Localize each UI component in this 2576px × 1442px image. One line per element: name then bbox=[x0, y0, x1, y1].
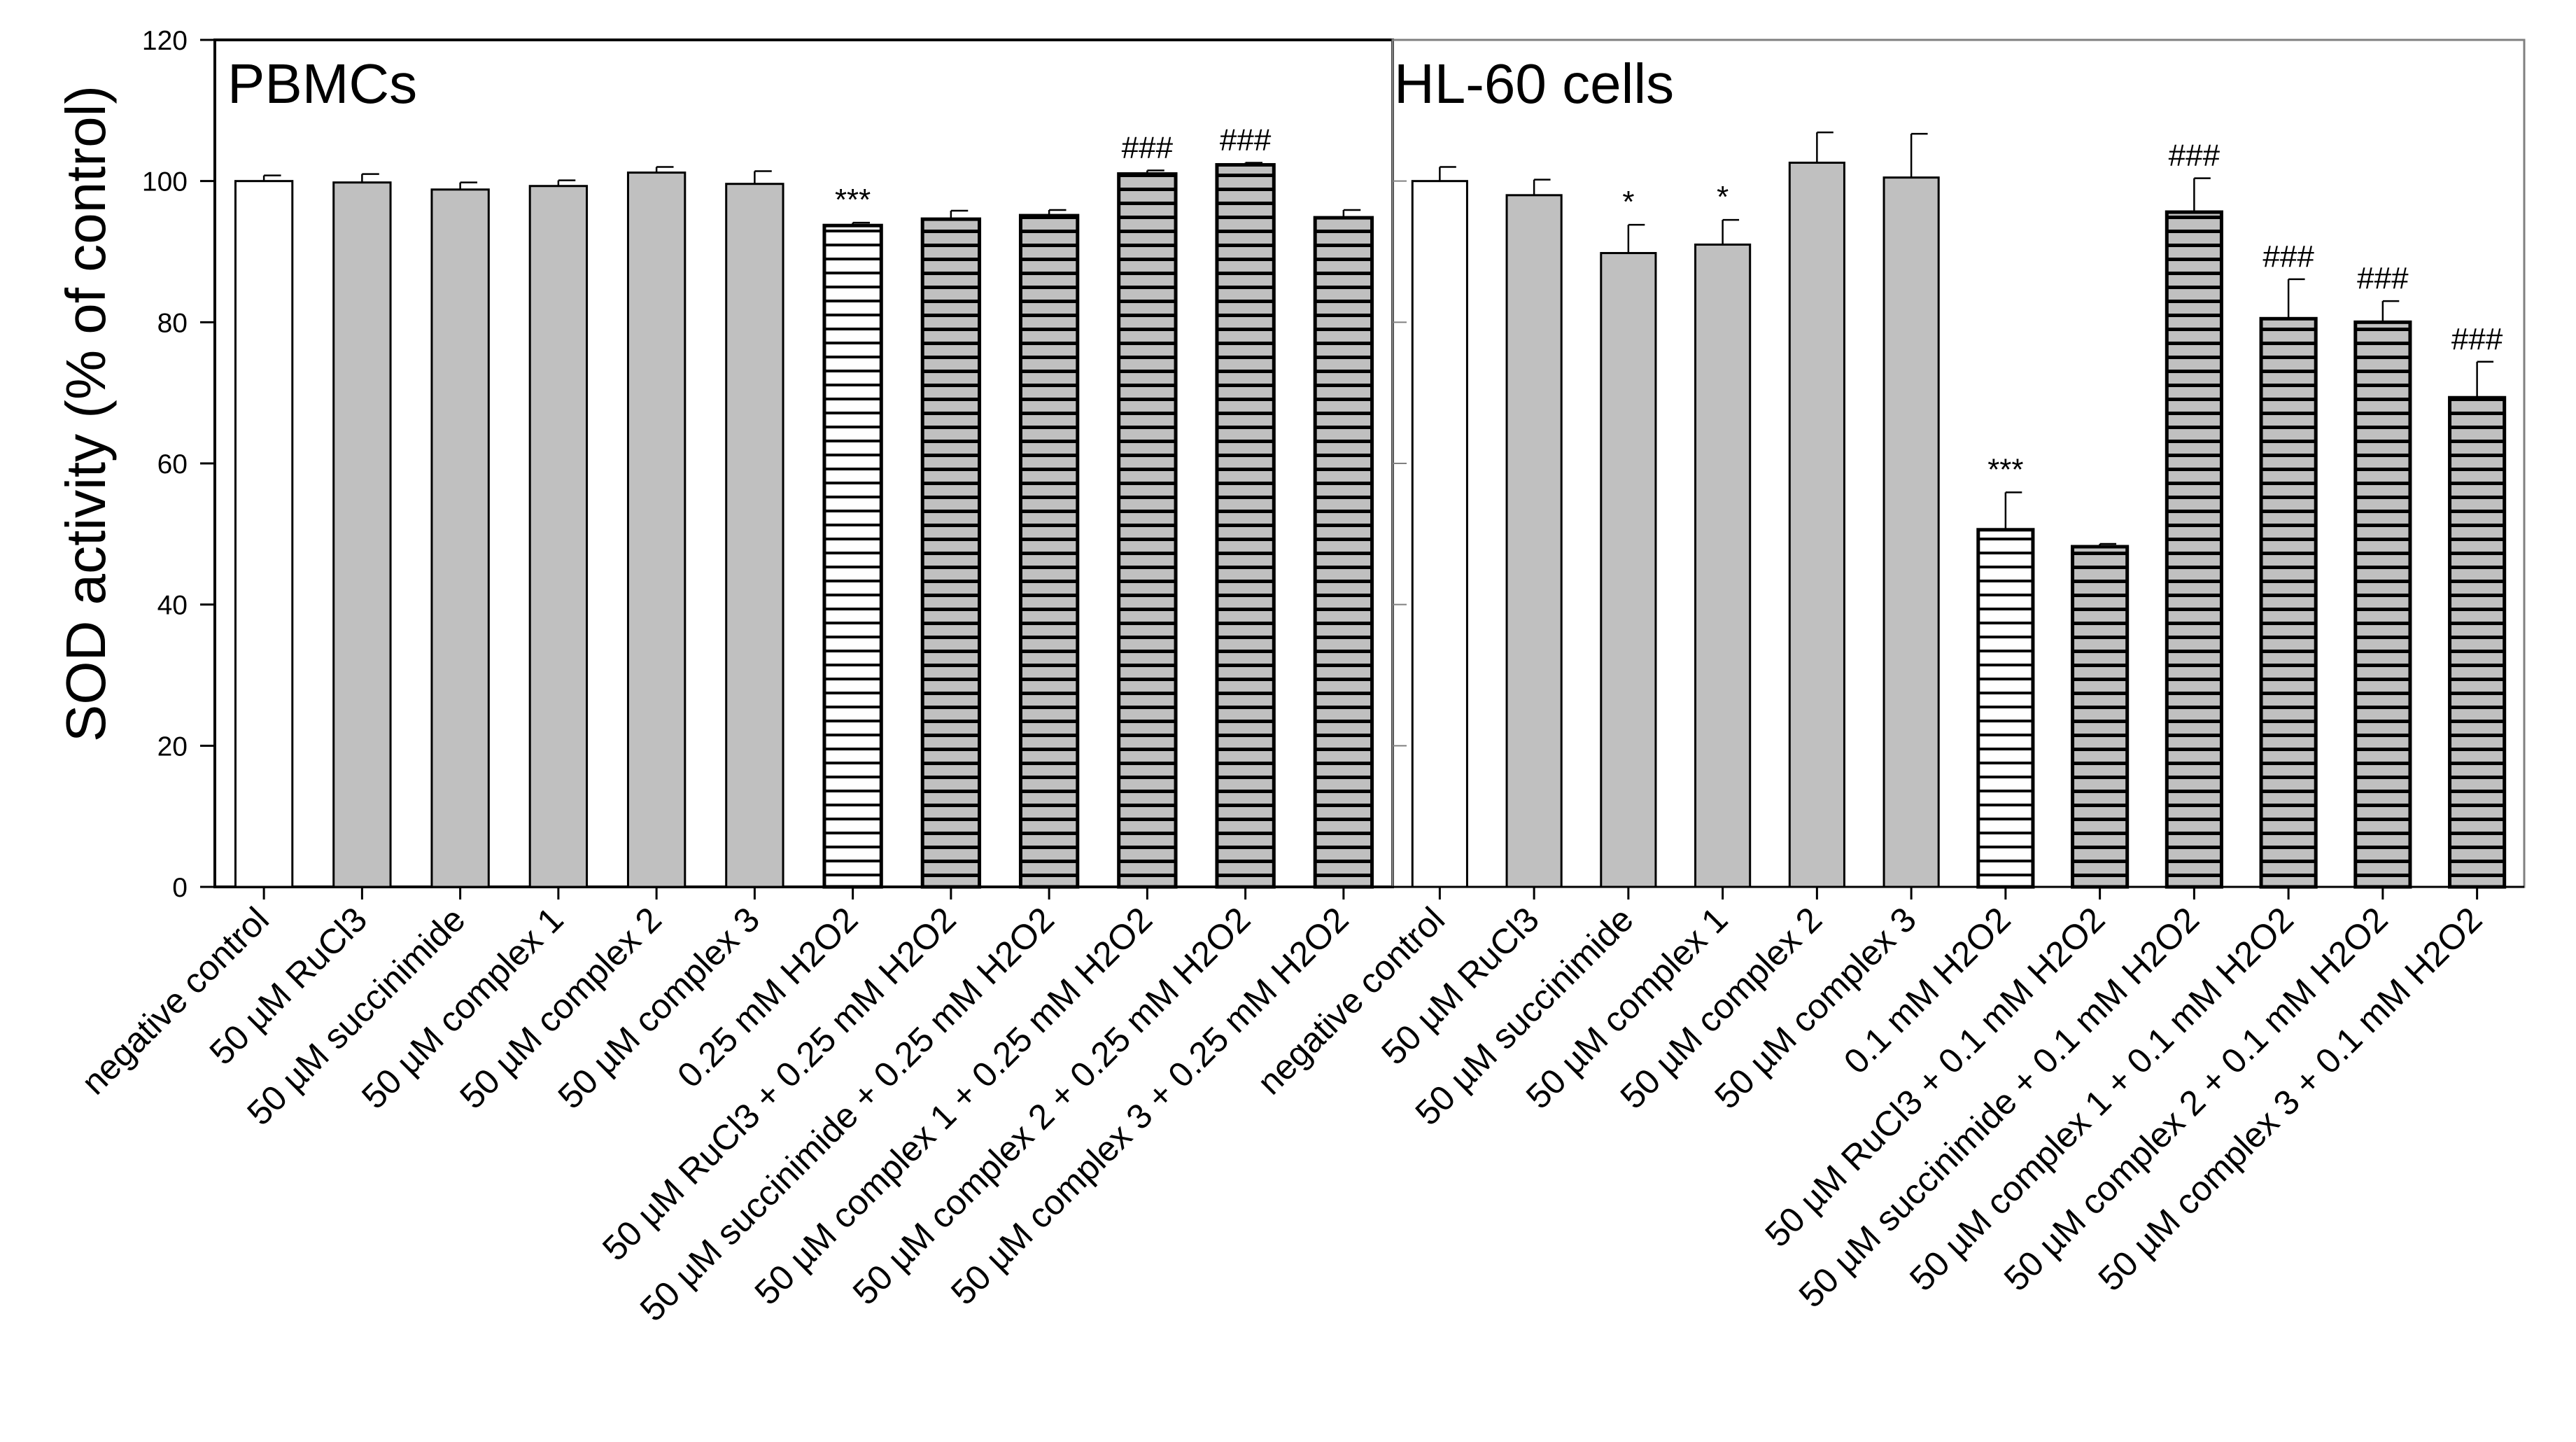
y-tick-label: 80 bbox=[157, 308, 188, 338]
bar bbox=[1694, 243, 1752, 888]
y-axis: 0 20 40 60 80 100 120 bbox=[142, 26, 216, 903]
y-axis-title: SOD activity (% of control) bbox=[55, 85, 117, 742]
bar bbox=[1117, 172, 1178, 889]
bar bbox=[822, 223, 883, 889]
bar bbox=[1600, 252, 1657, 888]
bar bbox=[1788, 161, 1845, 888]
bar bbox=[2165, 210, 2223, 889]
bar bbox=[2071, 545, 2130, 889]
category-label: 0.25 mM H2O2 bbox=[670, 899, 865, 1095]
panel-title-hl60: HL-60 cells bbox=[1394, 52, 1674, 115]
category-label: 50 µM RuCl3 + 0.1 mM H2O2 bbox=[1757, 899, 2112, 1254]
bar bbox=[725, 183, 784, 888]
bar bbox=[1882, 176, 1940, 888]
significance-label: ### bbox=[2169, 139, 2220, 173]
bar bbox=[1976, 528, 2035, 889]
bar bbox=[430, 188, 490, 888]
bar bbox=[2448, 396, 2507, 889]
bar bbox=[1018, 214, 1080, 889]
significance-label: * bbox=[1717, 180, 1729, 214]
category-label: 50 µM RuCl3 + 0.25 mM H2O2 bbox=[595, 899, 964, 1268]
bar bbox=[1505, 194, 1563, 888]
y-tick-label: 60 bbox=[157, 449, 188, 479]
significance-label: *** bbox=[835, 183, 871, 217]
bar bbox=[1411, 180, 1468, 888]
significance-label: ### bbox=[1220, 122, 1272, 157]
bar bbox=[1215, 162, 1276, 889]
significance-label: * bbox=[1622, 185, 1634, 219]
bar bbox=[234, 180, 294, 888]
significance-label: ### bbox=[1122, 131, 1174, 165]
significance-label: ### bbox=[2451, 322, 2503, 356]
category-label: 0.1 mM H2O2 bbox=[1836, 899, 2018, 1082]
bar bbox=[528, 185, 589, 888]
y-tick-label: 20 bbox=[157, 732, 188, 762]
bar bbox=[920, 217, 982, 889]
bar bbox=[1313, 216, 1374, 889]
significance-label: *** bbox=[1987, 452, 2023, 486]
significance-label: ### bbox=[2357, 261, 2409, 295]
bar bbox=[332, 181, 392, 888]
y-tick-label: 0 bbox=[172, 873, 188, 903]
y-tick-label: 120 bbox=[142, 26, 188, 56]
bar bbox=[2353, 320, 2412, 889]
bar bbox=[626, 172, 687, 888]
significance-label: ### bbox=[2262, 239, 2314, 274]
panel-title-pbmcs: PBMCs bbox=[227, 52, 417, 115]
y-tick-label: 40 bbox=[157, 591, 188, 621]
bar bbox=[2259, 316, 2318, 889]
y-tick-label: 100 bbox=[142, 167, 188, 197]
